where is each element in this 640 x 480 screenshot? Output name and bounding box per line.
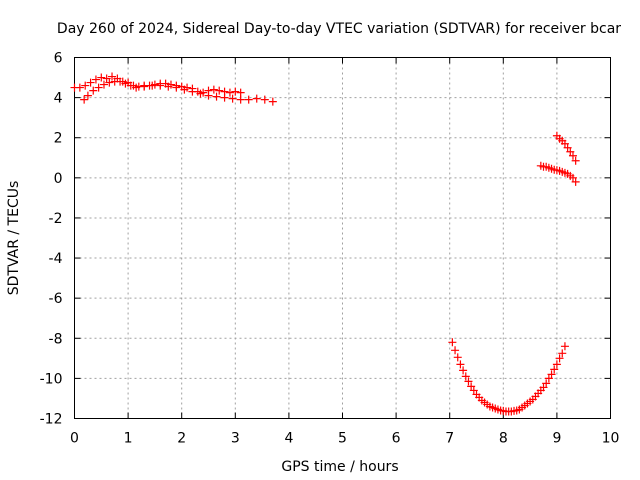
chart-title: Day 260 of 2024, Sidereal Day-to-day VTE… [57,21,621,37]
data-point [260,95,269,104]
series-arc-3-lower [536,161,580,186]
data-point [172,83,181,92]
data-point [231,87,240,96]
data-point [252,94,261,103]
data-point [467,382,476,391]
data-point [108,72,117,81]
x-axis-label: GPS time / hours [281,459,398,475]
data-point [99,80,108,89]
x-tick-label: 1 [124,431,133,447]
data-point [236,95,245,104]
y-tick-labels: 6 4 2 0 -2 -4 -6 -8 -10 -12 [40,51,63,428]
data-point [164,82,173,91]
x-tick-label: 4 [284,431,293,447]
series-arc-3-upper [552,131,580,165]
data-point [209,85,218,94]
data-point [451,346,460,355]
data-point [215,86,224,95]
data-point [568,151,577,160]
data-point [542,379,551,388]
data-point [140,82,149,91]
x-tick-label: 8 [499,431,508,447]
y-axis-label: SDTVAR / TECUs [6,181,22,296]
data-point [539,383,548,392]
data-point [560,342,569,351]
y-tick-label: 0 [54,171,63,187]
data-point [469,386,478,395]
data-point [456,360,465,369]
y-tick-label: -8 [49,331,63,347]
data-point [558,349,567,358]
x-tick-label: 9 [552,431,561,447]
data-point [83,91,92,100]
data-point [116,77,125,86]
data-point [552,360,561,369]
y-tick-label: 2 [54,131,63,147]
data-point [204,91,213,100]
data-point [571,156,580,165]
data-point [196,89,205,98]
x-tick-label: 0 [70,431,79,447]
y-tick-label: -12 [40,412,63,428]
data-point [86,78,95,87]
data-point [91,75,100,84]
data-point [121,79,130,88]
data-point [126,81,135,90]
data-point [544,374,553,383]
data-point [560,139,569,148]
y-tick-label: -2 [49,211,63,227]
data-point [244,95,253,104]
data-point [453,353,462,362]
x-tick-label: 2 [177,431,186,447]
x-tick-labels: 0 1 2 3 4 5 6 7 8 9 10 [70,431,619,447]
data-point [571,177,580,186]
data-points [70,72,580,416]
data-point [225,88,234,97]
y-tick-label: 6 [54,51,63,67]
data-point [459,366,468,375]
data-point [568,173,577,182]
data-point [188,87,197,96]
y-tick-label: -10 [40,371,63,387]
data-point [448,338,457,347]
x-tick-label: 5 [338,431,347,447]
y-tick-label: -4 [49,251,63,267]
data-point [566,147,575,156]
data-point [555,354,564,363]
x-tick-label: 6 [392,431,401,447]
data-point [563,143,572,152]
x-tick-label: 3 [231,431,240,447]
data-point [132,83,141,92]
data-point [148,81,157,90]
data-point [156,81,165,90]
series-arc-2 [448,338,569,416]
data-point [212,92,221,101]
data-point [550,365,559,374]
data-point [75,83,84,92]
data-point [97,73,106,82]
data-point [81,81,90,90]
data-point [89,86,98,95]
data-point [228,94,237,103]
x-tick-label: 7 [445,431,454,447]
data-point [105,78,114,87]
data-point [94,83,103,92]
data-point [461,372,470,381]
x-tick-label: 10 [602,431,620,447]
data-point [80,95,89,104]
data-point [547,370,556,379]
series-arc-1-upper [70,72,245,97]
grid [74,57,611,419]
y-tick-label: 4 [54,91,63,107]
y-tick-label: -6 [49,291,63,307]
data-point [236,88,245,97]
data-point [268,97,277,106]
data-point [220,93,229,102]
data-point [464,377,473,386]
data-point [102,74,111,83]
series-arc-1-lower [80,77,277,106]
axis-ticks [74,57,611,419]
data-point [180,85,189,94]
